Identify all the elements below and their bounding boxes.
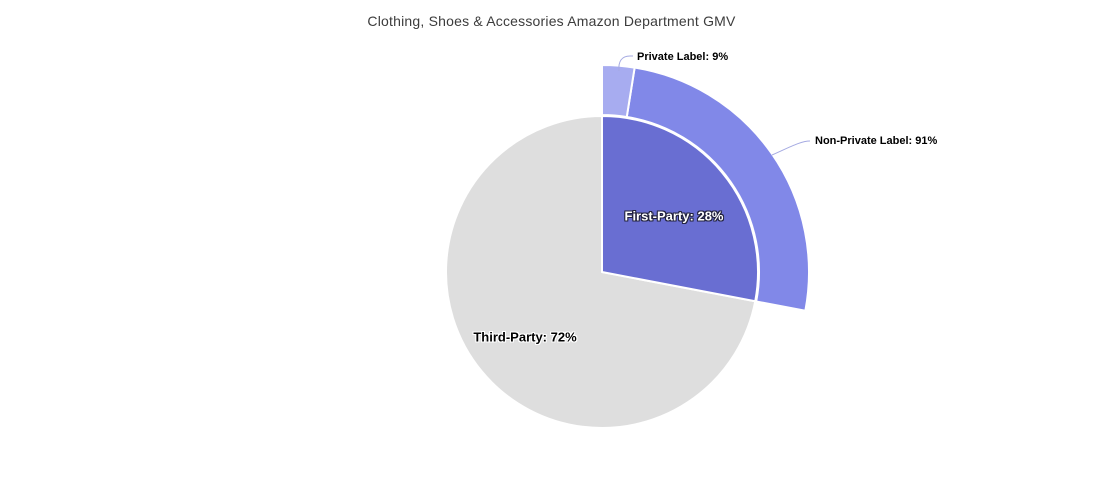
pie-slice-third-party[interactable] — [445, 115, 757, 429]
ring-segment-private-label[interactable] — [601, 64, 636, 118]
leader-line-private-label — [618, 55, 633, 72]
ring-segment-non-private-label[interactable] — [625, 66, 810, 312]
pie-slice-first-party[interactable] — [601, 115, 759, 303]
leader-line-non-private-label — [771, 140, 811, 156]
chart-title: Clothing, Shoes & Accessories Amazon Dep… — [367, 13, 736, 29]
